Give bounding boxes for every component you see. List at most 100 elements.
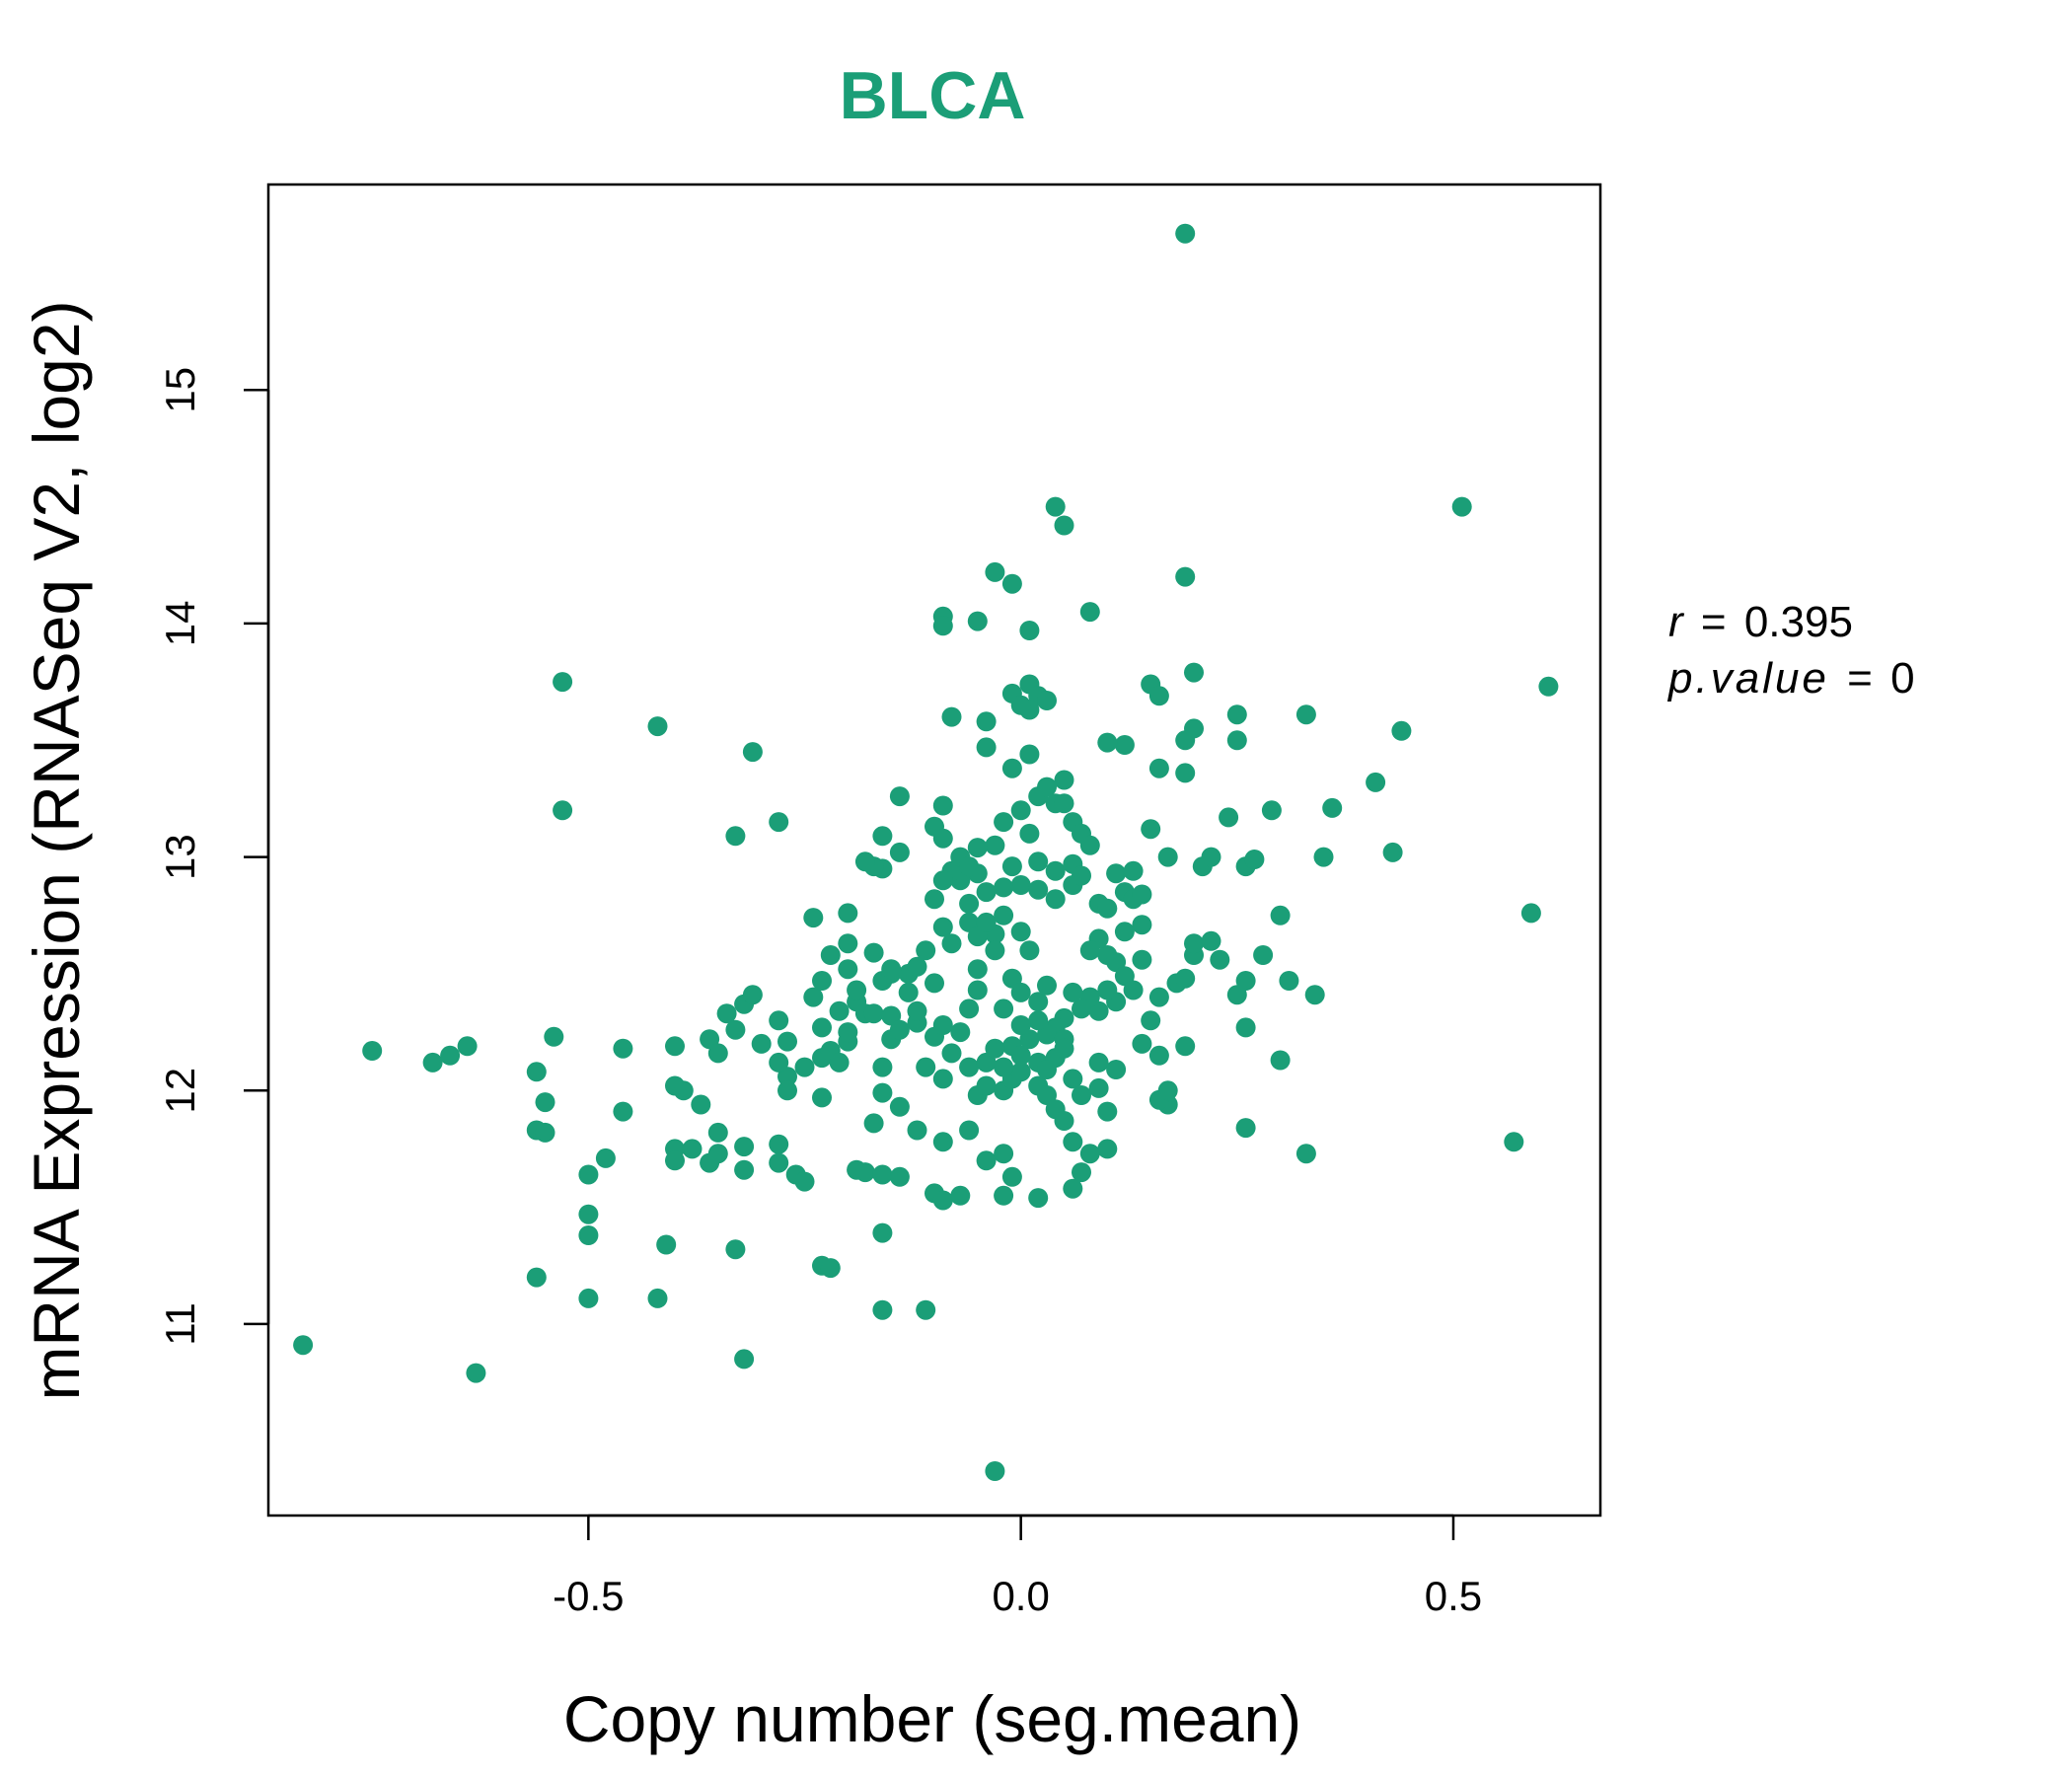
data-point — [1054, 1111, 1074, 1131]
data-point — [1097, 980, 1118, 1000]
data-point — [769, 812, 789, 833]
data-point — [985, 1461, 1005, 1481]
data-point — [457, 1036, 478, 1057]
data-point — [803, 908, 824, 928]
data-point — [829, 1052, 850, 1073]
data-point — [578, 1288, 599, 1308]
data-point — [985, 1038, 1005, 1059]
data-point — [1175, 223, 1196, 244]
data-point — [872, 1057, 893, 1077]
data-point — [1132, 949, 1152, 970]
data-point — [889, 842, 910, 862]
data-point — [1132, 1033, 1152, 1054]
data-point — [1097, 898, 1118, 919]
data-point — [1148, 686, 1169, 706]
data-point — [1219, 807, 1239, 828]
data-point — [440, 1045, 461, 1066]
data-point — [941, 933, 962, 954]
data-point — [526, 1267, 547, 1288]
data-point — [1504, 1132, 1524, 1152]
data-point — [734, 1159, 755, 1180]
stats-annotation: r = 0.395 p.value = 0 — [1666, 598, 1915, 703]
data-point — [1037, 1060, 1057, 1079]
data-point — [1141, 819, 1161, 840]
data-point — [932, 870, 953, 891]
data-point — [1201, 930, 1221, 951]
data-point — [647, 1288, 668, 1308]
data-point — [916, 1057, 936, 1077]
data-point — [1054, 1038, 1074, 1059]
data-point — [1097, 732, 1118, 753]
data-point — [863, 1113, 884, 1134]
data-point — [1132, 915, 1152, 935]
data-point — [1001, 758, 1022, 778]
data-point — [976, 882, 997, 903]
data-point — [985, 561, 1005, 582]
data-point — [1079, 602, 1100, 623]
data-point — [1226, 704, 1247, 725]
data-point — [932, 616, 953, 636]
y-tick-label: 11 — [157, 1302, 203, 1346]
data-point — [1028, 1188, 1049, 1209]
data-point — [1088, 1052, 1109, 1073]
p-annotation: p.value = 0 — [1666, 654, 1915, 703]
data-point — [578, 1204, 599, 1224]
data-point — [976, 1075, 997, 1096]
data-point — [967, 611, 988, 631]
data-point — [889, 1019, 910, 1040]
data-point — [881, 959, 902, 980]
data-point — [985, 835, 1005, 855]
data-point — [812, 971, 832, 991]
data-point — [1028, 851, 1049, 872]
data-point — [1019, 744, 1040, 765]
data-point — [1045, 496, 1066, 517]
data-point — [1141, 1010, 1161, 1031]
data-point — [466, 1363, 486, 1383]
data-point — [1391, 720, 1412, 741]
data-point — [769, 1152, 789, 1173]
x-axis: -0.5 0.0 0.5 — [553, 1514, 1482, 1619]
data-point — [553, 672, 573, 693]
chart-title: BLCA — [840, 58, 1026, 133]
data-point — [994, 877, 1014, 898]
data-point — [1010, 875, 1031, 895]
data-point — [994, 1057, 1014, 1077]
data-point — [932, 917, 953, 937]
data-point — [1079, 835, 1100, 855]
y-tick-label: 12 — [157, 1068, 203, 1114]
data-point — [907, 956, 927, 977]
data-point — [959, 893, 980, 914]
data-point — [1001, 856, 1022, 877]
data-point — [1054, 770, 1074, 790]
data-point — [544, 1026, 564, 1047]
data-point — [742, 742, 763, 763]
data-point — [526, 1062, 547, 1082]
data-point — [907, 1000, 927, 1021]
data-point — [950, 1022, 971, 1043]
data-point — [863, 942, 884, 963]
data-point — [1295, 704, 1316, 725]
data-point — [673, 1080, 694, 1101]
data-point — [820, 1258, 841, 1279]
data-point — [1072, 1085, 1091, 1105]
r-annotation: r = 0.395 — [1668, 598, 1853, 646]
data-point — [691, 1094, 711, 1115]
data-point — [985, 940, 1005, 961]
data-point — [1045, 889, 1066, 910]
data-point — [994, 1144, 1014, 1164]
points-layer — [293, 223, 1559, 1481]
data-point — [838, 1022, 858, 1043]
data-point — [1132, 884, 1152, 905]
data-point — [1028, 1010, 1049, 1031]
data-point — [932, 1069, 953, 1089]
data-point — [1037, 975, 1057, 996]
data-point — [889, 786, 910, 807]
data-point — [578, 1164, 599, 1185]
data-point — [734, 1137, 755, 1157]
data-point — [1019, 621, 1040, 640]
data-point — [1010, 922, 1031, 942]
data-point — [535, 1092, 555, 1113]
data-point — [794, 1171, 815, 1192]
data-point — [932, 1015, 953, 1035]
